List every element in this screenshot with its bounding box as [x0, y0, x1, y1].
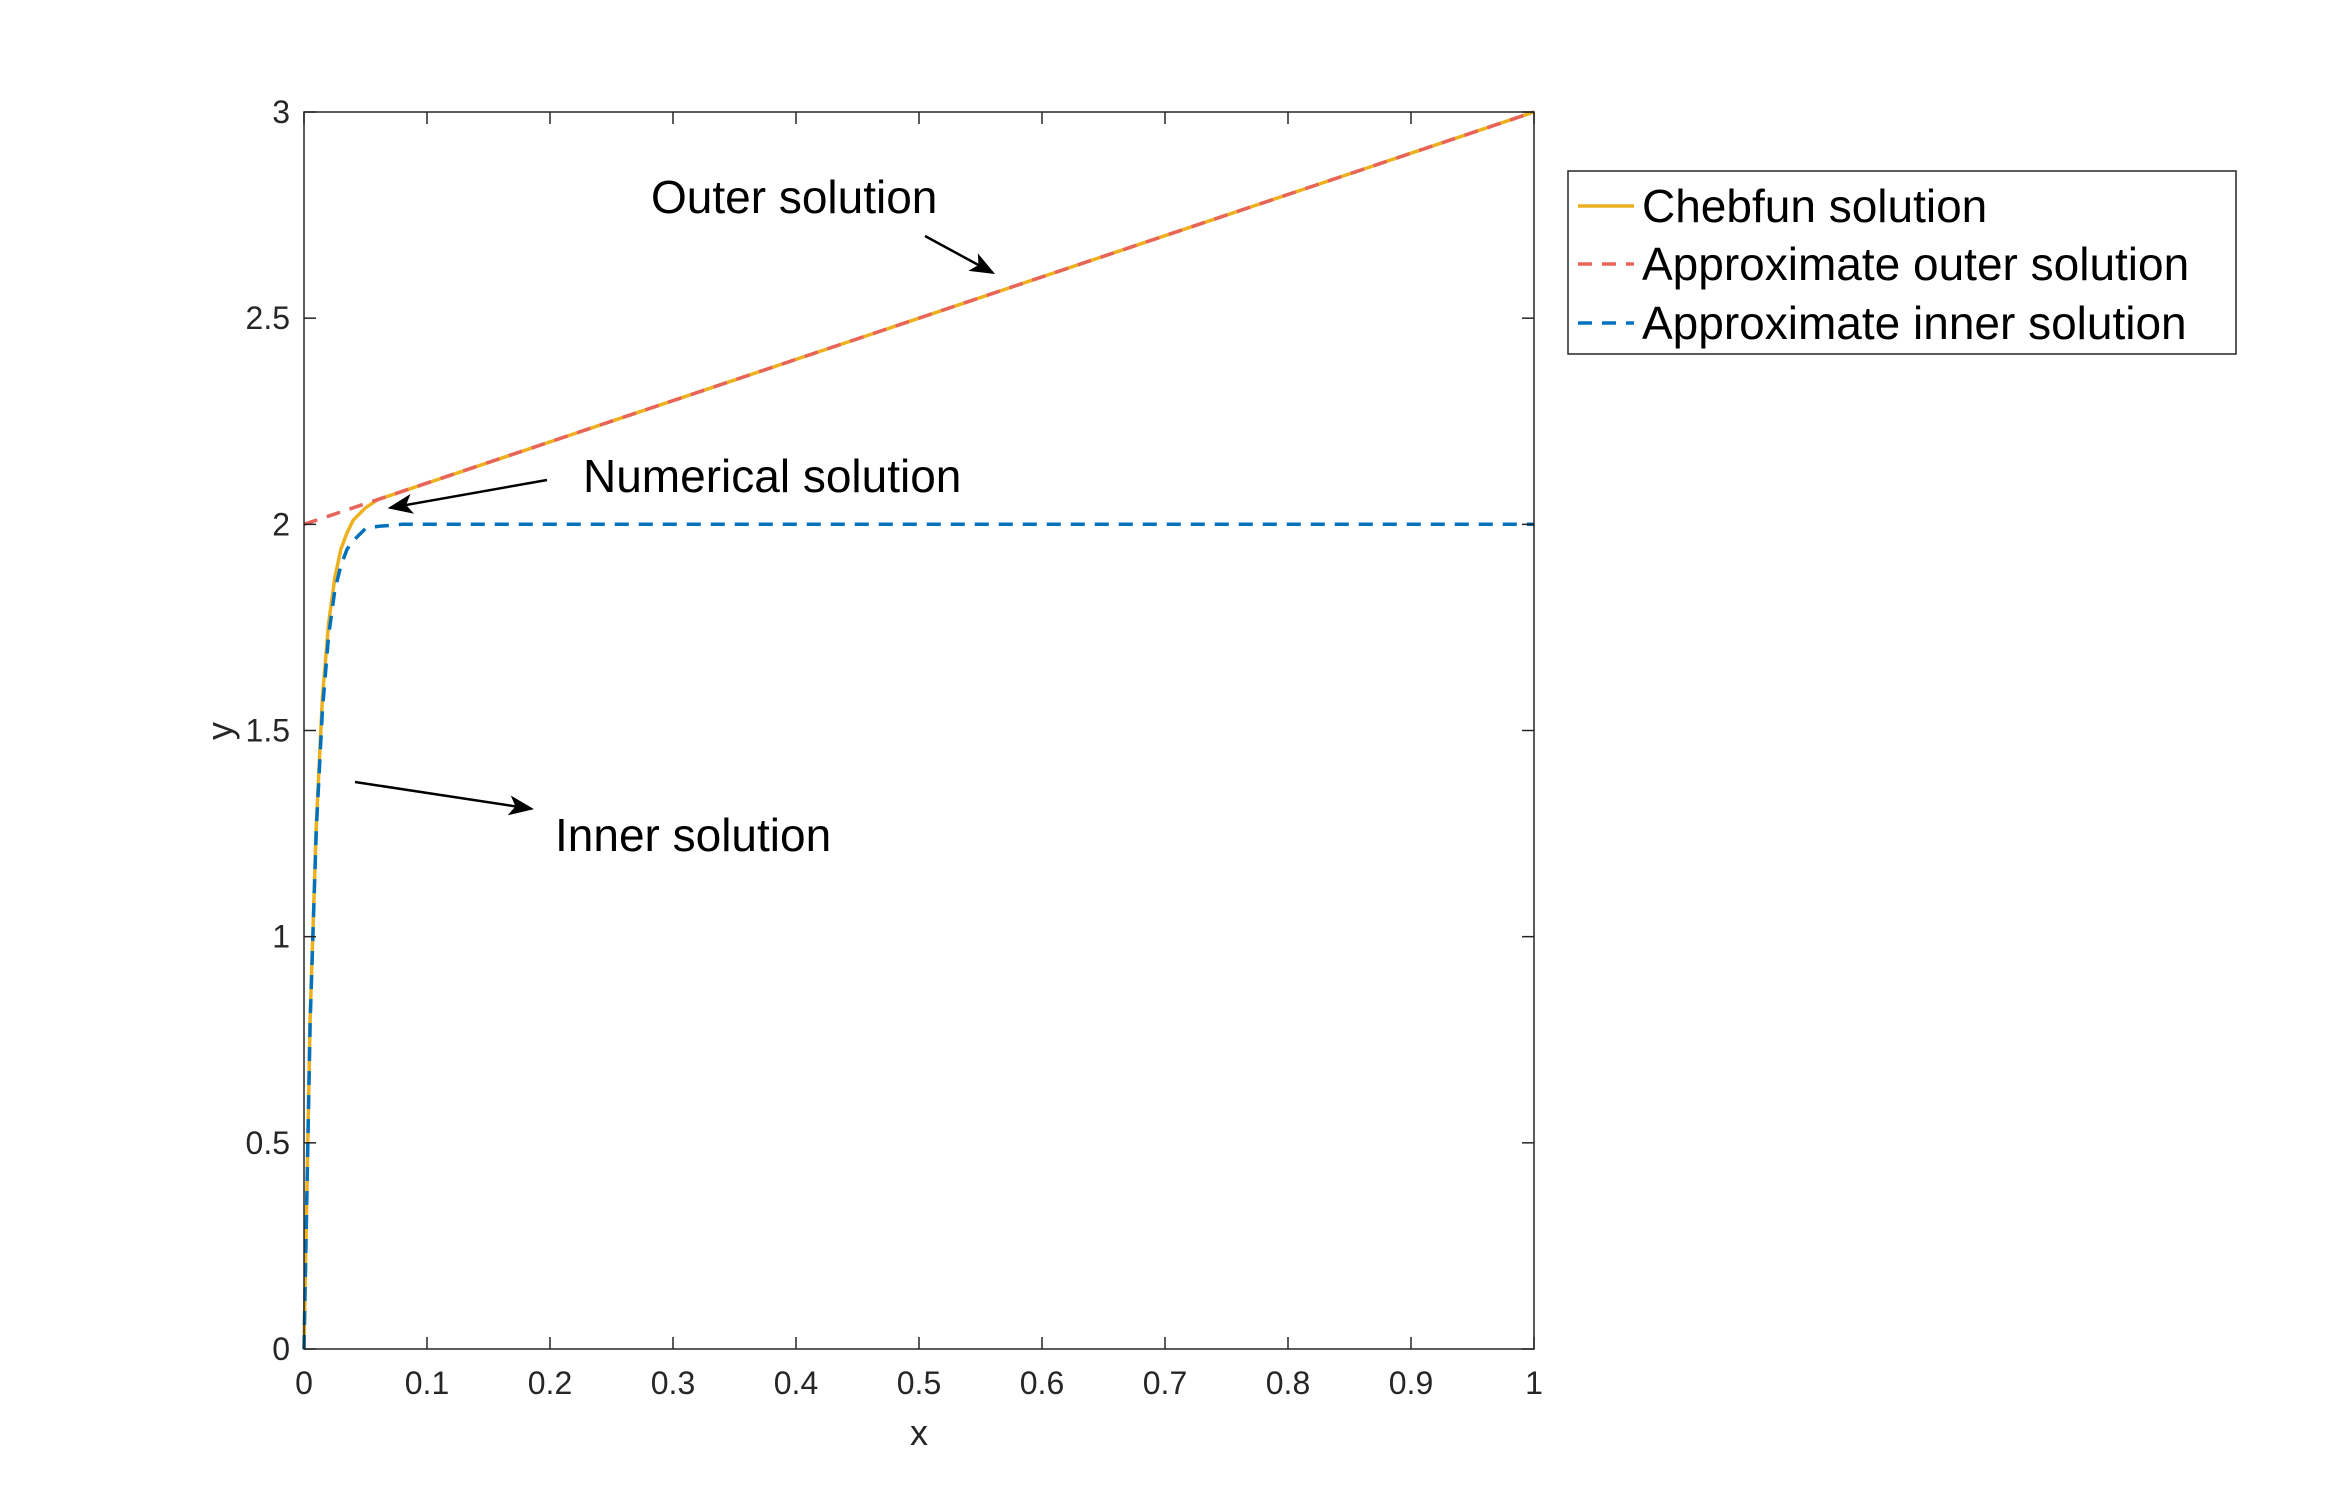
series-line-approximate-inner-solution — [302, 522, 1534, 1350]
outer-solution-annotation: Outer solution — [651, 171, 937, 223]
x-tick-label-7: 0.7 — [1143, 1365, 1187, 1401]
legend-entry-chebfun: Chebfun solution — [1642, 180, 1987, 232]
x-axis-label: x — [910, 1412, 928, 1453]
legend-box — [1567, 170, 2237, 355]
legend-entry-outer: Approximate outer solution — [1642, 238, 2189, 290]
y-tick-label-6: 3 — [272, 94, 290, 130]
numerical-solution-arrow — [387, 478, 548, 514]
x-tick-label-10: 1 — [1525, 1365, 1543, 1401]
annotation-layer: Outer solution Numerical solution Inner … — [354, 171, 995, 861]
legend: Chebfun solution Approximate outer solut… — [1567, 170, 2237, 355]
x-tick-label-8: 0.8 — [1266, 1365, 1310, 1401]
outer-solution-arrow — [924, 234, 995, 274]
x-tick-label-0: 0 — [295, 1365, 313, 1401]
x-tick-label-3: 0.3 — [651, 1365, 695, 1401]
inner-solution-annotation: Inner solution — [555, 809, 831, 861]
y-tick-label-3: 1.5 — [246, 713, 290, 749]
y-axis-label: y — [199, 722, 240, 740]
y-tick-label-5: 2.5 — [246, 300, 290, 336]
series-line-approximate-outer-solution — [303, 110, 1535, 526]
x-tick-label-2: 0.2 — [528, 1365, 572, 1401]
axes-box — [303, 111, 1535, 1350]
legend-entry-inner: Approximate inner solution — [1642, 297, 2187, 349]
y-tick-label-2: 1 — [272, 919, 290, 955]
x-tick-label-6: 0.6 — [1020, 1365, 1064, 1401]
x-tick-label-4: 0.4 — [774, 1365, 818, 1401]
x-tick-label-9: 0.9 — [1389, 1365, 1433, 1401]
y-tick-label-4: 2 — [272, 506, 290, 542]
x-tick-label-5: 0.5 — [897, 1365, 941, 1401]
tick-layer: 0 0.1 0.2 0.3 0.4 0.5 0.6 0.7 0.8 0.9 1 0 0.5 1 1.5 2 2.… — [246, 94, 1543, 1401]
numerical-solution-annotation: Numerical solution — [583, 450, 961, 502]
x-tick-label-1: 0.1 — [405, 1365, 449, 1401]
y-tick-label-1: 0.5 — [246, 1125, 290, 1161]
y-tick-label-0: 0 — [272, 1331, 290, 1367]
inner-solution-arrow — [354, 780, 534, 816]
plot-area — [304, 112, 1534, 1349]
